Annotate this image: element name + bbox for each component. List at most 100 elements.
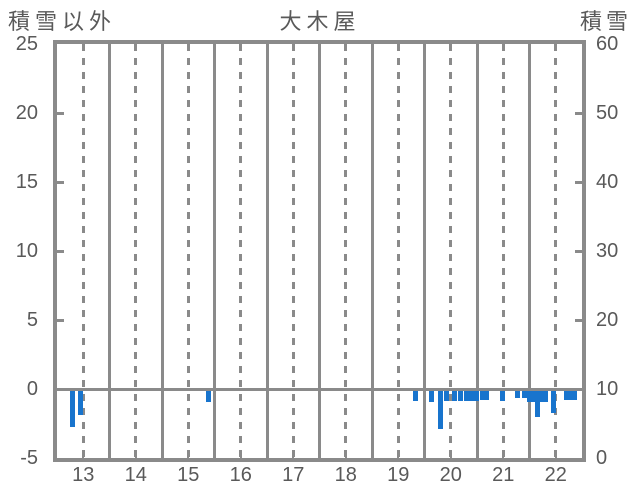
x-axis-value: 15 (177, 464, 200, 486)
x-tick-top (292, 44, 295, 51)
y-tick-right (575, 249, 582, 253)
y-tick-left (57, 180, 64, 184)
y-tick-left (57, 111, 64, 115)
y-tick-left (57, 318, 64, 322)
x-tick-bottom (502, 451, 505, 458)
right-axis-value: 20 (596, 309, 619, 331)
x-tick-bottom (476, 451, 478, 458)
bar (567, 390, 573, 400)
bar (413, 390, 419, 401)
x-tick-top (502, 44, 505, 51)
right-axis-value: 60 (596, 33, 619, 55)
gridline-hour (449, 44, 453, 458)
bar (514, 390, 520, 399)
right-axis-title: 積雪 (579, 9, 632, 34)
x-axis-value: 20 (439, 464, 462, 486)
left-axis-value: -5 (20, 447, 38, 469)
y-tick-right (575, 318, 582, 322)
x-tick-top (213, 44, 216, 51)
y-tick-right (575, 180, 582, 184)
gridline-halfhour (475, 44, 479, 458)
left-axis-value: 10 (15, 240, 38, 262)
x-tick-bottom (371, 451, 373, 458)
gridline-hour (554, 44, 558, 458)
x-tick-top (476, 44, 478, 51)
x-tick-bottom (449, 451, 452, 458)
bar (428, 390, 434, 403)
bar (483, 390, 489, 400)
bar (473, 390, 479, 401)
gridline-hour (134, 44, 138, 458)
bar (531, 390, 537, 403)
bar (443, 390, 449, 401)
right-axis-value: 40 (596, 171, 619, 193)
x-tick-bottom (344, 451, 347, 458)
x-tick-bottom (266, 451, 268, 458)
left-axis-title: 積雪以外 (8, 9, 117, 34)
x-tick-bottom (423, 451, 426, 458)
x-tick-top (187, 44, 190, 51)
bar (452, 390, 458, 401)
x-tick-bottom (108, 451, 111, 458)
gridline-hour (344, 44, 348, 458)
bar (69, 390, 75, 428)
x-tick-top (266, 44, 268, 51)
bar (542, 390, 548, 403)
right-axis-value: 0 (596, 447, 608, 469)
gridline-hour (186, 44, 190, 458)
x-tick-top (423, 44, 426, 51)
x-tick-top (449, 44, 452, 51)
bar (479, 390, 485, 400)
gridline-hour (291, 44, 295, 458)
gridline-halfhour (370, 44, 374, 458)
bar (527, 390, 532, 403)
bar (521, 390, 527, 399)
bar (550, 390, 556, 414)
right-axis-value: 10 (596, 378, 619, 400)
y-tick-left (57, 249, 64, 253)
x-tick-top (318, 44, 321, 51)
x-axis-value: 18 (334, 464, 357, 486)
x-tick-bottom (397, 451, 400, 458)
gridline-halfhour (213, 44, 216, 458)
x-tick-top (82, 44, 85, 51)
x-tick-top (528, 44, 531, 51)
x-tick-bottom (161, 451, 163, 458)
x-tick-top (554, 44, 557, 51)
x-tick-top (161, 44, 163, 51)
x-tick-top (371, 44, 373, 51)
x-axis-value: 19 (387, 464, 410, 486)
zero-line (57, 387, 582, 391)
left-axis-value: 0 (26, 378, 38, 400)
x-tick-bottom (187, 451, 190, 458)
x-tick-bottom (292, 451, 295, 458)
gridline-halfhour (528, 44, 531, 458)
right-axis-value: 50 (596, 102, 619, 124)
left-axis-value: 5 (26, 309, 38, 331)
x-tick-bottom (82, 451, 85, 458)
x-axis-value: 22 (544, 464, 567, 486)
bar (538, 390, 544, 403)
left-axis-value: 25 (15, 33, 38, 55)
bar (464, 390, 469, 401)
x-tick-bottom (239, 451, 242, 458)
x-tick-bottom (134, 451, 137, 458)
gridline-halfhour (265, 44, 269, 458)
bar (437, 390, 443, 429)
x-tick-bottom (528, 451, 531, 458)
x-tick-top (344, 44, 347, 51)
bar (500, 390, 506, 401)
x-axis-value: 21 (492, 464, 515, 486)
gridline-hour (239, 44, 243, 458)
gridline-halfhour (318, 44, 321, 458)
x-axis-value: 14 (124, 464, 147, 486)
gridline-hour (396, 44, 400, 458)
bar (563, 390, 569, 400)
x-tick-bottom (318, 451, 321, 458)
gridline-halfhour (160, 44, 164, 458)
gridline-halfhour (108, 44, 111, 458)
gridline-hour (81, 44, 85, 458)
plot-area (53, 40, 586, 462)
x-tick-top (134, 44, 137, 51)
